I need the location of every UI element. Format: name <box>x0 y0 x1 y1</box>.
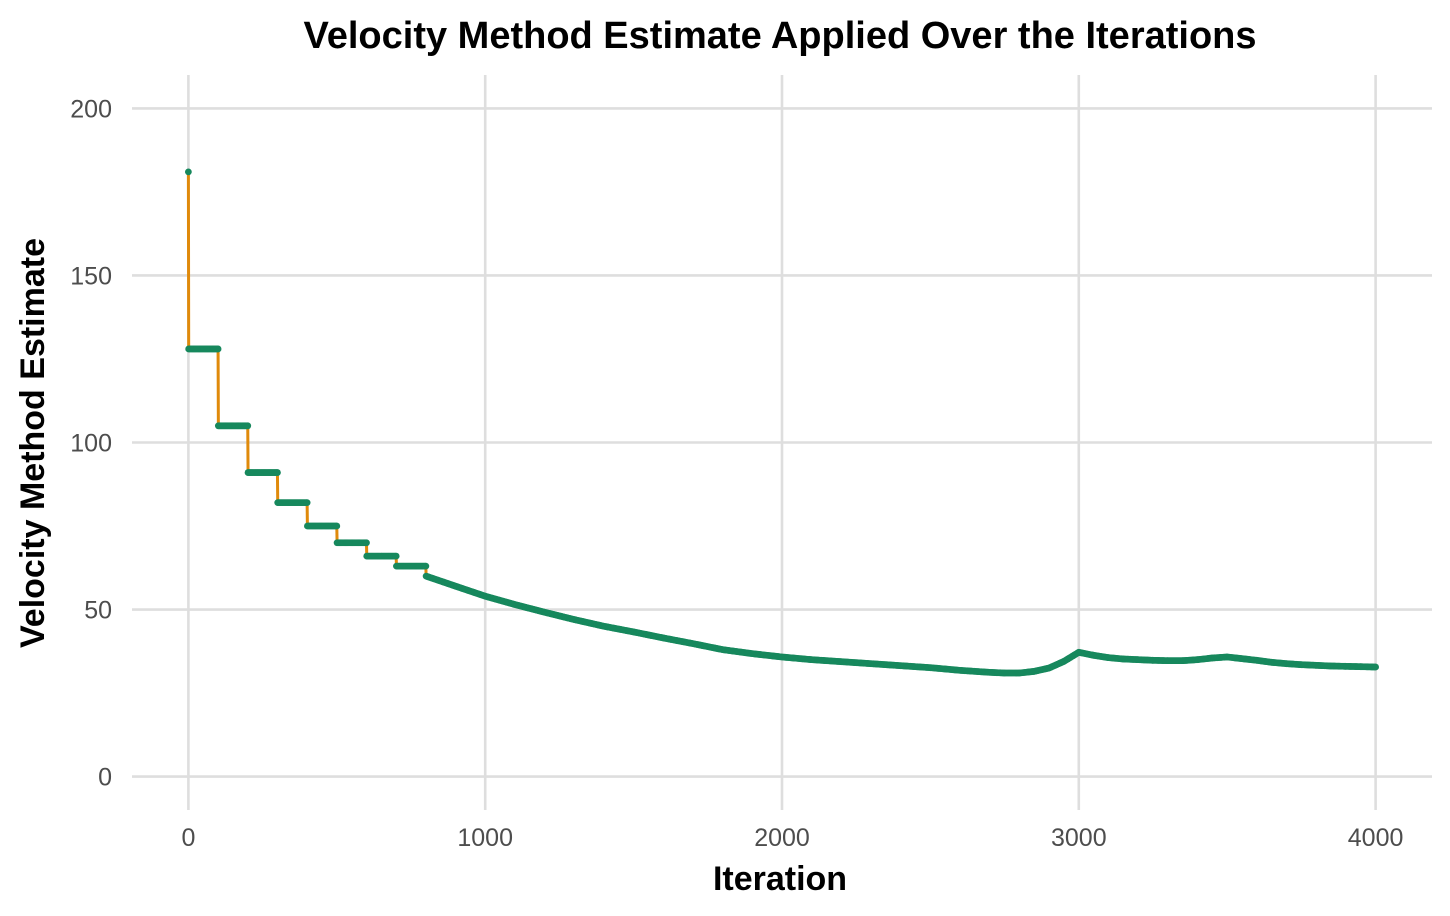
data-point <box>333 522 341 530</box>
data-point <box>1372 663 1380 671</box>
data-point <box>214 345 222 353</box>
data-point <box>244 422 252 430</box>
data-point <box>363 539 370 547</box>
x-tick-label: 3000 <box>1051 824 1107 852</box>
x-tick-label: 0 <box>181 824 195 852</box>
series-points <box>184 168 1380 677</box>
data-point <box>392 552 400 560</box>
y-tick-label: 50 <box>84 597 112 625</box>
chart-title: Velocity Method Estimate Applied Over th… <box>303 15 1256 57</box>
x-tick-label: 4000 <box>1348 824 1404 852</box>
data-point <box>184 168 192 176</box>
data-point <box>274 469 281 476</box>
x-tick-label: 2000 <box>754 824 810 852</box>
x-axis-title: Iteration <box>713 860 847 898</box>
data-point <box>422 562 430 570</box>
data-point <box>303 499 311 507</box>
y-tick-label: 100 <box>70 430 112 458</box>
plot-area <box>184 168 1380 677</box>
y-axis-title: Velocity Method Estimate <box>14 238 52 648</box>
x-tick-label: 1000 <box>457 824 513 852</box>
y-tick-label: 150 <box>70 262 112 290</box>
y-tick-label: 0 <box>98 764 112 792</box>
y-tick-label: 200 <box>70 95 112 123</box>
